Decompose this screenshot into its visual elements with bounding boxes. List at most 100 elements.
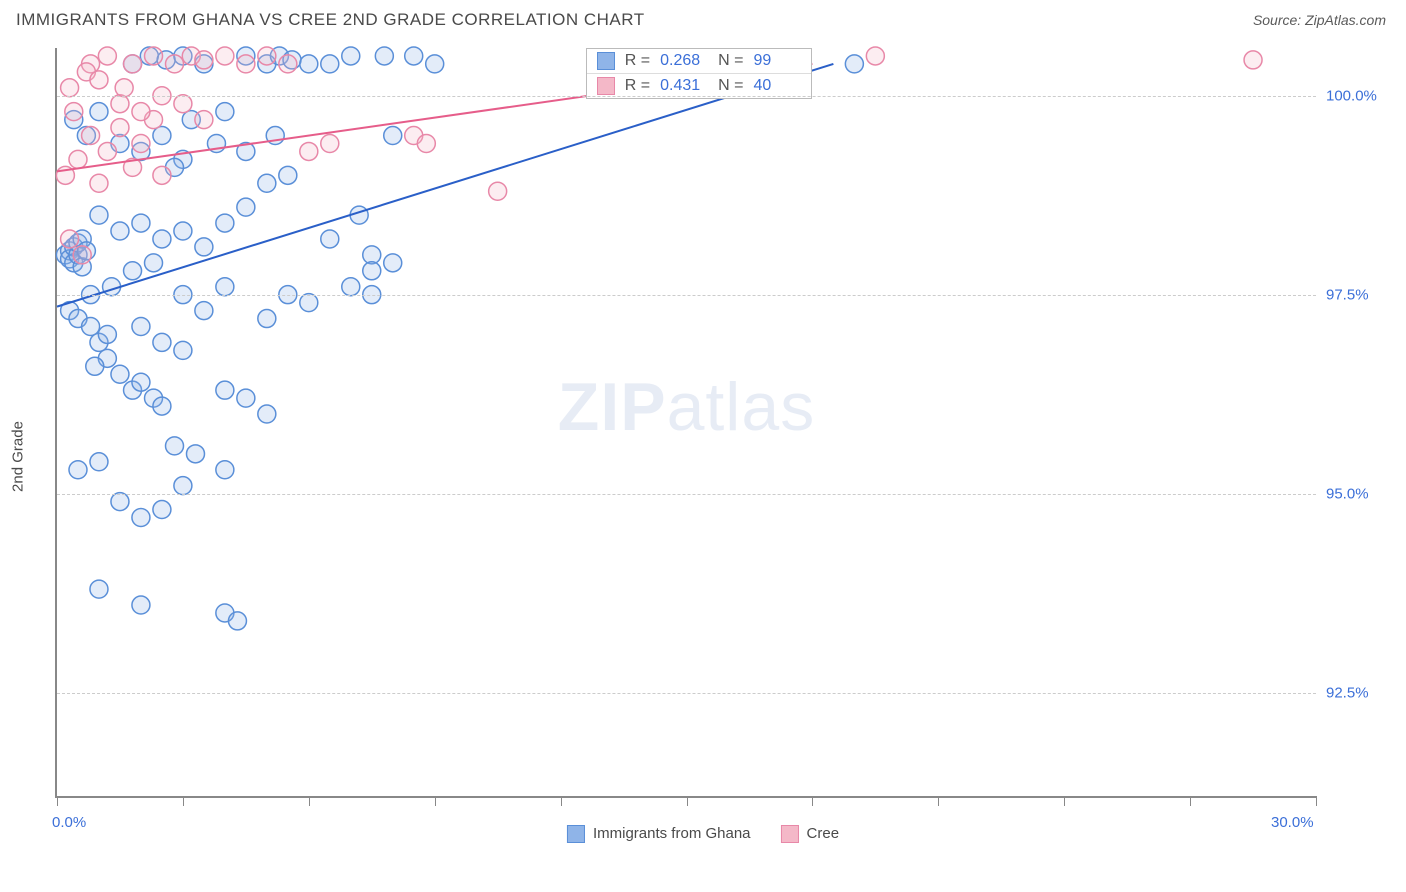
data-point bbox=[216, 278, 234, 296]
data-point bbox=[279, 166, 297, 184]
data-point bbox=[98, 47, 116, 65]
data-point bbox=[153, 230, 171, 248]
x-tick bbox=[309, 796, 310, 806]
stat-r-value: 0.431 bbox=[660, 77, 708, 95]
plot-area: ZIPatlas R = 0.268N = 99R = 0.431N = 40 … bbox=[55, 48, 1316, 798]
legend-swatch bbox=[567, 825, 585, 843]
data-point bbox=[132, 596, 150, 614]
data-point bbox=[321, 230, 339, 248]
legend-item: Cree bbox=[781, 825, 840, 843]
data-point bbox=[124, 262, 142, 280]
data-point bbox=[153, 166, 171, 184]
data-point bbox=[132, 134, 150, 152]
data-point bbox=[132, 103, 150, 121]
data-point bbox=[417, 134, 435, 152]
data-point bbox=[195, 238, 213, 256]
y-tick-label: 92.5% bbox=[1326, 684, 1396, 701]
data-point bbox=[866, 47, 884, 65]
data-point bbox=[174, 477, 192, 495]
stat-r-value: 0.268 bbox=[660, 52, 708, 70]
data-point bbox=[153, 397, 171, 415]
x-tick-label: 30.0% bbox=[1271, 814, 1314, 831]
x-tick bbox=[57, 796, 58, 806]
gridline-h bbox=[57, 295, 1316, 296]
data-point bbox=[321, 55, 339, 73]
x-tick bbox=[1316, 796, 1317, 806]
data-point bbox=[174, 95, 192, 113]
gridline-h bbox=[57, 494, 1316, 495]
stat-r-label: R = bbox=[625, 52, 650, 70]
data-point bbox=[228, 612, 246, 630]
data-point bbox=[405, 47, 423, 65]
data-point bbox=[90, 580, 108, 598]
data-point bbox=[216, 381, 234, 399]
data-point bbox=[375, 47, 393, 65]
data-point bbox=[90, 71, 108, 89]
data-point bbox=[216, 103, 234, 121]
data-point bbox=[258, 310, 276, 328]
data-point bbox=[186, 445, 204, 463]
data-point bbox=[195, 302, 213, 320]
x-tick bbox=[812, 796, 813, 806]
data-point bbox=[153, 333, 171, 351]
data-point bbox=[98, 142, 116, 160]
data-point bbox=[69, 461, 87, 479]
data-point bbox=[111, 95, 129, 113]
data-point bbox=[153, 501, 171, 519]
x-tick bbox=[1064, 796, 1065, 806]
data-point bbox=[65, 103, 83, 121]
stats-legend-box: R = 0.268N = 99R = 0.431N = 40 bbox=[586, 48, 813, 99]
x-tick bbox=[183, 796, 184, 806]
data-point bbox=[90, 174, 108, 192]
data-point bbox=[90, 103, 108, 121]
legend-swatch bbox=[597, 52, 615, 70]
stat-n-label: N = bbox=[718, 77, 743, 95]
data-point bbox=[426, 55, 444, 73]
plot-svg bbox=[57, 48, 1316, 796]
stats-row: R = 0.268 N = 99 bbox=[587, 49, 812, 73]
data-point bbox=[195, 111, 213, 129]
legend-item: Immigrants from Ghana bbox=[567, 825, 751, 843]
stat-n-value: 99 bbox=[753, 52, 801, 70]
data-point bbox=[82, 127, 100, 145]
data-point bbox=[86, 357, 104, 375]
data-point bbox=[132, 373, 150, 391]
data-point bbox=[321, 134, 339, 152]
data-point bbox=[384, 254, 402, 272]
data-point bbox=[111, 222, 129, 240]
data-point bbox=[111, 493, 129, 511]
data-point bbox=[132, 508, 150, 526]
data-point bbox=[124, 55, 142, 73]
data-point bbox=[237, 198, 255, 216]
data-point bbox=[166, 55, 184, 73]
bottom-legend: Immigrants from Ghana Cree bbox=[567, 825, 839, 843]
data-point bbox=[153, 127, 171, 145]
data-point bbox=[69, 150, 87, 168]
y-axis-title: 2nd Grade bbox=[10, 421, 27, 492]
data-point bbox=[216, 214, 234, 232]
chart-title: IMMIGRANTS FROM GHANA VS CREE 2ND GRADE … bbox=[16, 10, 645, 30]
data-point bbox=[258, 174, 276, 192]
data-point bbox=[61, 79, 79, 97]
data-point bbox=[132, 318, 150, 336]
data-point bbox=[279, 55, 297, 73]
y-tick-label: 95.0% bbox=[1326, 485, 1396, 502]
stat-n-label: N = bbox=[718, 52, 743, 70]
data-point bbox=[82, 318, 100, 336]
data-point bbox=[342, 278, 360, 296]
gridline-h bbox=[57, 96, 1316, 97]
data-point bbox=[98, 325, 116, 343]
data-point bbox=[300, 142, 318, 160]
data-point bbox=[216, 47, 234, 65]
data-point bbox=[384, 127, 402, 145]
data-point bbox=[195, 51, 213, 69]
legend-label: Cree bbox=[807, 825, 840, 842]
stats-row: R = 0.431N = 40 bbox=[587, 73, 812, 98]
legend-swatch bbox=[597, 77, 615, 95]
data-point bbox=[342, 47, 360, 65]
x-tick-label: 0.0% bbox=[52, 814, 86, 831]
x-tick bbox=[1190, 796, 1191, 806]
data-point bbox=[90, 453, 108, 471]
x-tick bbox=[687, 796, 688, 806]
data-point bbox=[258, 405, 276, 423]
